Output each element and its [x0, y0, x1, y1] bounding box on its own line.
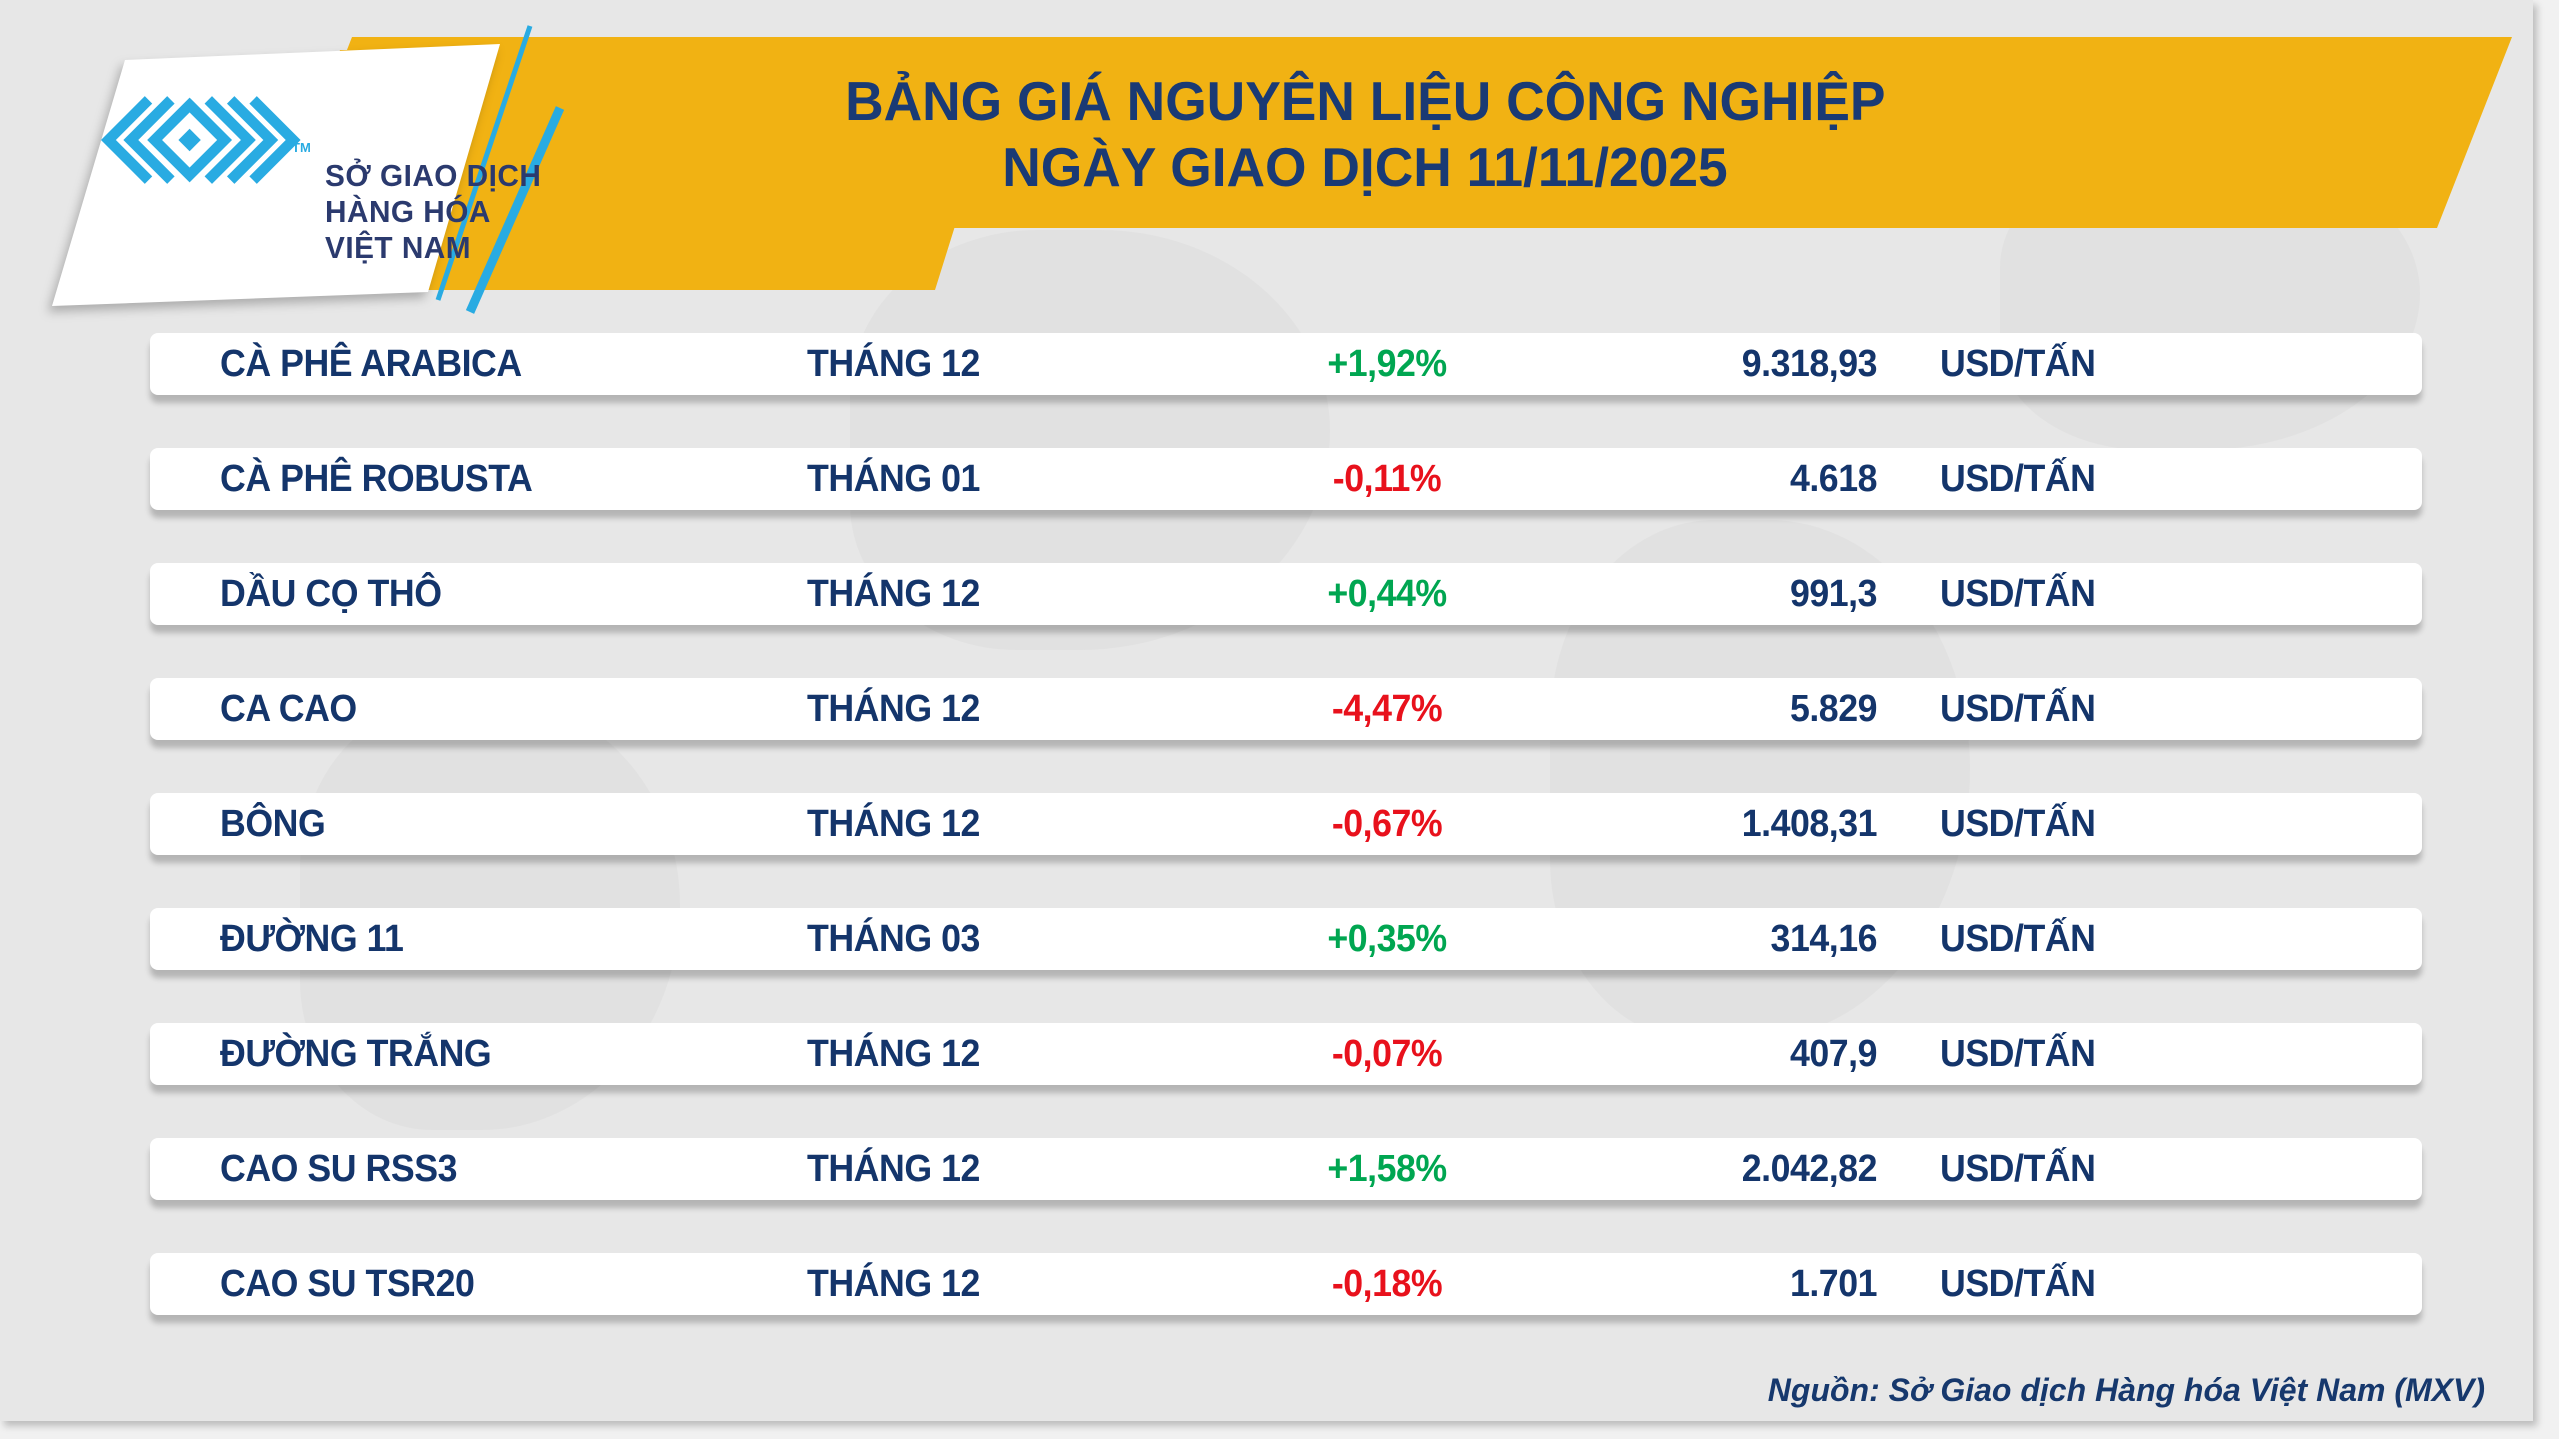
price-value: 1.701: [1789, 1262, 1878, 1305]
source-attribution: Nguồn: Sở Giao dịch Hàng hóa Việt Nam (M…: [1767, 1372, 2485, 1408]
contract-month: THÁNG 12: [807, 687, 980, 730]
cyan-accent-line-thick: [465, 106, 565, 314]
table-row: ĐƯỜNG TRẮNG THÁNG 12 -0,07% 407,9 USD/TẤ…: [150, 1023, 2422, 1085]
commodity-name: ĐƯỜNG 11: [220, 917, 404, 960]
header-banner: [52, 25, 2512, 314]
price-value: 991,3: [1789, 572, 1878, 615]
contract-month: THÁNG 12: [807, 1262, 980, 1305]
logo-org-line2: HÀNG HÓA: [325, 194, 491, 229]
table-row: CAO SU TSR20 THÁNG 12 -0,18% 1.701 USD/T…: [150, 1253, 2422, 1315]
price-unit: USD/TẤN: [1940, 917, 2096, 960]
price-unit: USD/TẤN: [1940, 572, 2096, 615]
commodity-name: CÀ PHÊ ARABICA: [220, 342, 522, 385]
commodity-name: CAO SU RSS3: [220, 1147, 457, 1190]
contract-month: THÁNG 03: [807, 917, 980, 960]
table-row: CÀ PHÊ ARABICA THÁNG 12 +1,92% 9.318,93 …: [150, 333, 2422, 395]
banner-yellow-band: [278, 37, 2512, 228]
logo-block: TM SỞ GIAO DỊCH HÀNG HÓA VIỆT NAM: [40, 40, 541, 300]
price-value: 314,16: [1770, 917, 1878, 960]
table-row: BÔNG THÁNG 12 -0,67% 1.408,31 USD/TẤN: [150, 793, 2422, 855]
page-title: BẢNG GIÁ NGUYÊN LIỆU CÔNG NGHIỆP NGÀY GI…: [640, 40, 2090, 228]
table-row: CA CAO THÁNG 12 -4,47% 5.829 USD/TẤN: [150, 678, 2422, 740]
price-value: 407,9: [1789, 1032, 1878, 1075]
change-percent: -0,11%: [1332, 457, 1442, 500]
price-unit: USD/TẤN: [1940, 1032, 2096, 1075]
logo-org-name: SỞ GIAO DỊCH HÀNG HÓA VIỆT NAM: [325, 158, 541, 266]
page-title-line2: NGÀY GIAO DỊCH 11/11/2025: [1002, 136, 1728, 198]
change-percent: -0,67%: [1331, 802, 1443, 845]
commodity-name: CAO SU TSR20: [220, 1262, 475, 1305]
table-row: CAO SU RSS3 THÁNG 12 +1,58% 2.042,82 USD…: [150, 1138, 2422, 1200]
price-value: 4.618: [1789, 457, 1878, 500]
price-unit: USD/TẤN: [1940, 1262, 2096, 1305]
page-title-line1: BẢNG GIÁ NGUYÊN LIỆU CÔNG NGHIỆP: [844, 70, 1886, 132]
change-percent: +1,58%: [1327, 1147, 1447, 1190]
change-percent: +1,92%: [1327, 342, 1447, 385]
change-percent: +0,44%: [1327, 572, 1447, 615]
price-table: CÀ PHÊ ARABICA THÁNG 12 +1,92% 9.318,93 …: [150, 333, 2422, 1368]
price-value: 9.318,93: [1741, 342, 1878, 385]
contract-month: THÁNG 12: [807, 1032, 980, 1075]
contract-month: THÁNG 12: [807, 1147, 980, 1190]
table-row: DẦU CỌ THÔ THÁNG 12 +0,44% 991,3 USD/TẤN: [150, 563, 2422, 625]
contract-month: THÁNG 12: [807, 572, 980, 615]
logo-org-line1: SỞ GIAO DỊCH: [325, 158, 542, 193]
infographic-card: TM SỞ GIAO DỊCH HÀNG HÓA VIỆT NAM BẢNG G…: [40, 25, 2512, 1408]
commodity-name: CA CAO: [220, 687, 357, 730]
table-row: CÀ PHÊ ROBUSTA THÁNG 01 -0,11% 4.618 USD…: [150, 448, 2422, 510]
change-percent: -4,47%: [1331, 687, 1443, 730]
table-row: ĐƯỜNG 11 THÁNG 03 +0,35% 314,16 USD/TẤN: [150, 908, 2422, 970]
price-unit: USD/TẤN: [1940, 1147, 2096, 1190]
price-value: 2.042,82: [1741, 1147, 1878, 1190]
price-unit: USD/TẤN: [1940, 342, 2096, 385]
contract-month: THÁNG 01: [807, 457, 980, 500]
commodity-name: DẦU CỌ THÔ: [220, 572, 442, 615]
price-unit: USD/TẤN: [1940, 457, 2096, 500]
change-percent: +0,35%: [1327, 917, 1447, 960]
change-percent: -0,18%: [1331, 1262, 1443, 1305]
commodity-name: ĐƯỜNG TRẮNG: [220, 1032, 492, 1075]
price-value: 5.829: [1789, 687, 1878, 730]
change-percent: -0,07%: [1331, 1032, 1443, 1075]
trademark-symbol: TM: [292, 140, 311, 155]
price-value: 1.408,31: [1741, 802, 1878, 845]
commodity-name: CÀ PHÊ ROBUSTA: [220, 457, 533, 500]
commodity-name: BÔNG: [220, 802, 326, 845]
contract-month: THÁNG 12: [807, 802, 980, 845]
contract-month: THÁNG 12: [807, 342, 980, 385]
price-unit: USD/TẤN: [1940, 802, 2096, 845]
price-unit: USD/TẤN: [1940, 687, 2096, 730]
cyan-accent-line-thin: [435, 25, 533, 301]
logo-org-line3: VIỆT NAM: [325, 230, 472, 265]
